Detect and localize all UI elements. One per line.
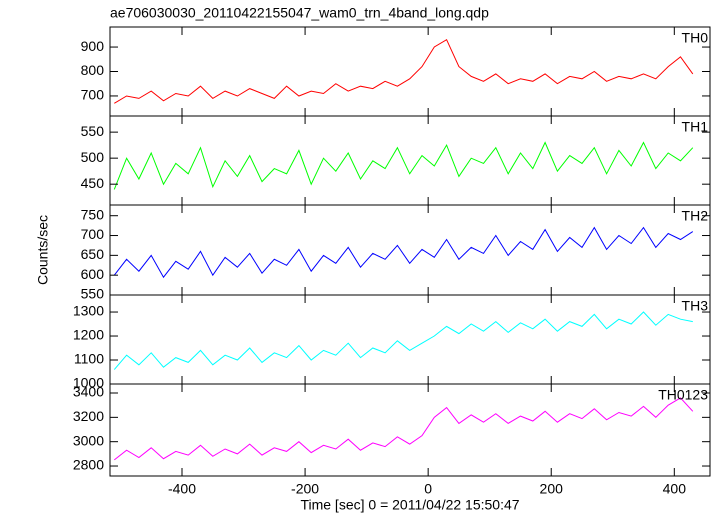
x-tick-label: 400 — [663, 481, 687, 497]
x-tick-label: -200 — [291, 481, 319, 497]
y-tick-label: 1300 — [73, 303, 104, 319]
chart-title: ae706030030_20110422155047_wam0_trn_4ban… — [110, 5, 489, 21]
y-tick-label: 1000 — [73, 375, 104, 391]
data-line — [113, 141, 694, 190]
y-tick-label: 1100 — [74, 351, 104, 367]
y-tick-label: 550 — [81, 123, 105, 139]
y-tick-label: 800 — [81, 62, 105, 78]
y-tick-label: 3000 — [73, 432, 104, 448]
y-tick-label: 700 — [81, 87, 105, 103]
y-tick-label: 600 — [81, 266, 105, 282]
data-line — [113, 397, 694, 461]
data-line — [113, 311, 693, 370]
x-tick-label: 0 — [424, 481, 432, 497]
y-tick-label: 2800 — [73, 457, 104, 473]
x-tick-label: 200 — [540, 481, 564, 497]
panel-label: TH0123 — [658, 387, 708, 403]
y-tick-label: 3200 — [73, 408, 104, 424]
panel-frame — [109, 383, 711, 477]
data-line — [114, 38, 694, 104]
y-tick-label: 750 — [81, 206, 105, 222]
panel-label: TH2 — [682, 208, 709, 224]
x-axis-label: Time [sec] 0 = 2011/04/22 15:50:47 — [300, 497, 519, 513]
panel-frame — [109, 115, 711, 206]
panel-frame — [109, 294, 711, 385]
y-tick-label: 1200 — [73, 327, 104, 343]
y-tick-label: 650 — [81, 246, 105, 262]
y-tick-label: 3400 — [73, 384, 104, 400]
y-axis-label: Counts/sec — [35, 215, 51, 285]
data-line — [113, 226, 694, 279]
panel-label: TH3 — [682, 298, 709, 314]
y-tick-label: 500 — [81, 149, 105, 165]
panel-frame — [109, 204, 711, 296]
y-tick-label: 550 — [81, 286, 105, 302]
y-tick-label: 900 — [81, 38, 105, 54]
x-tick-label: -400 — [168, 481, 196, 497]
y-tick-label: 700 — [81, 226, 105, 242]
y-tick-label: 450 — [81, 175, 105, 191]
panel-label: TH1 — [682, 119, 709, 135]
panel-frame — [109, 26, 711, 117]
panel-label: TH0 — [682, 30, 709, 46]
